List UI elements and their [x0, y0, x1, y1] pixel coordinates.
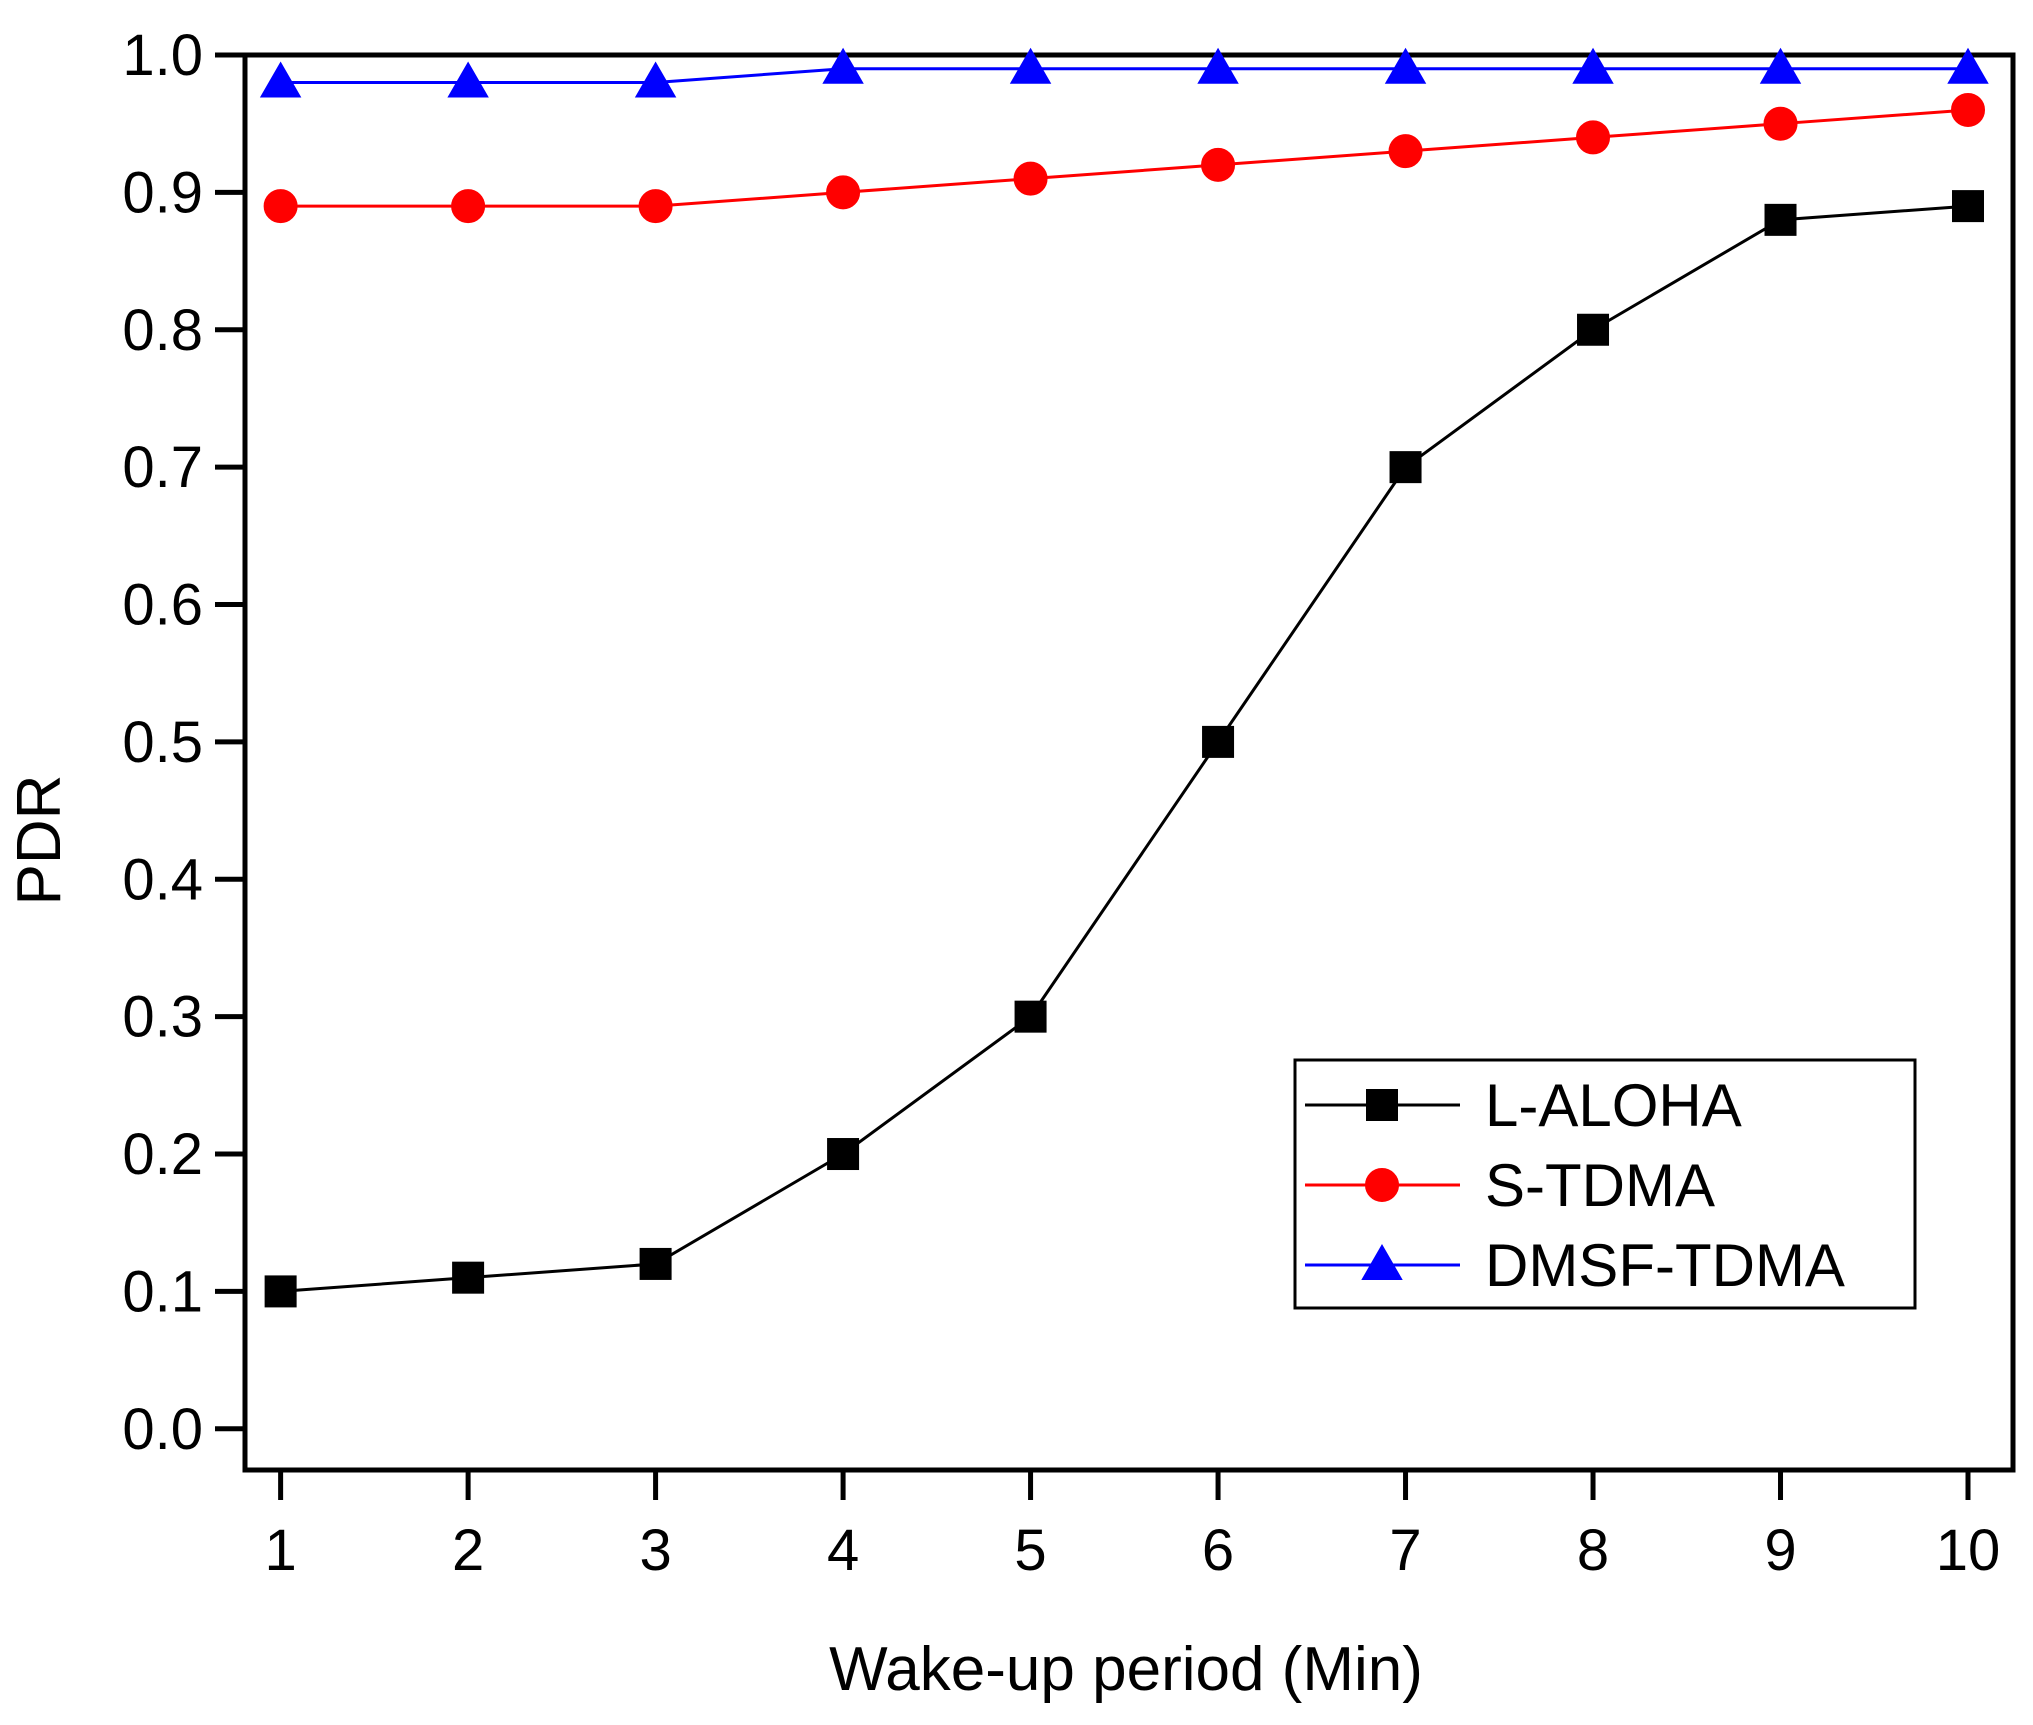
x-axis: 1 2 3 4 5 6 7 8 9 10: [264, 1470, 2000, 1583]
y-tick-label: 0.3: [122, 985, 203, 1050]
y-tick-label: 0.5: [122, 710, 203, 775]
data-point-dmsf-tdma: [1009, 47, 1052, 84]
y-tick-label: 0.4: [122, 847, 203, 912]
y-tick-label: 0.2: [122, 1122, 203, 1187]
y-tick-label: 0.1: [122, 1259, 203, 1324]
legend-marker-s-tdma: [1365, 1168, 1399, 1202]
data-point-l-aloha: [264, 1275, 297, 1308]
x-tick-label: 3: [639, 1518, 671, 1583]
data-point-dmsf-tdma: [1572, 47, 1614, 84]
data-point-dmsf-tdma: [1384, 47, 1427, 84]
series-line-s-tdma: [280, 108, 1969, 208]
legend-item-dmsf-tdma: DMSF-TDMA: [1305, 1232, 1845, 1299]
data-point-l-aloha: [1577, 313, 1610, 346]
data-point-dmsf-tdma: [447, 61, 489, 98]
series-l-aloha: [264, 190, 1985, 1308]
legend-item-s-tdma: S-TDMA: [1305, 1152, 1715, 1219]
legend: L-ALOHA S-TDMA DMSF-TDMA: [1293, 1058, 1917, 1310]
data-point-s-tdma: [1951, 92, 1986, 127]
data-point-s-tdma: [1201, 147, 1236, 182]
y-tick-label: 0.7: [122, 435, 203, 500]
x-tick-label: 6: [1202, 1518, 1234, 1583]
series-s-tdma: [263, 92, 1986, 224]
data-point-l-aloha: [639, 1247, 672, 1280]
data-point-l-aloha: [1202, 725, 1235, 758]
x-tick-label: 2: [452, 1518, 484, 1583]
y-tick-label: 1.0: [122, 23, 203, 88]
data-point-s-tdma: [1763, 106, 1798, 141]
x-tick-label: 10: [1936, 1518, 2001, 1583]
data-point-dmsf-tdma: [1759, 47, 1802, 84]
series-dmsf-tdma: [259, 47, 1989, 98]
data-point-dmsf-tdma: [1197, 47, 1239, 84]
data-point-l-aloha: [1952, 190, 1985, 223]
data-point-s-tdma: [1576, 120, 1611, 155]
data-point-l-aloha: [1389, 451, 1422, 484]
x-tick-label: 8: [1577, 1518, 1609, 1583]
y-tick-label: 0.6: [122, 573, 203, 638]
y-axis: 0.0 0.1 0.2 0.3 0.4 0.5 0.6 0.7 0.8 0.9 1.0: [122, 23, 245, 1462]
legend-item-l-aloha: L-ALOHA: [1305, 1072, 1742, 1139]
data-point-s-tdma: [1013, 161, 1048, 196]
data-point-s-tdma: [638, 189, 673, 224]
series-line-l-aloha: [280, 204, 1969, 1293]
data-point-dmsf-tdma: [634, 61, 677, 98]
y-tick-label: 0.0: [122, 1397, 203, 1462]
x-axis-title: Wake-up period (Min): [829, 1635, 1423, 1704]
legend-label: S-TDMA: [1485, 1152, 1715, 1219]
data-point-s-tdma: [263, 189, 298, 224]
legend-label: DMSF-TDMA: [1485, 1232, 1845, 1299]
x-tick-label: 5: [1014, 1518, 1046, 1583]
data-point-dmsf-tdma: [1947, 47, 1989, 84]
data-point-s-tdma: [1388, 134, 1423, 169]
data-point-l-aloha: [1014, 1000, 1047, 1033]
x-tick-label: 9: [1764, 1518, 1796, 1583]
x-tick-label: 7: [1389, 1518, 1421, 1583]
legend-marker-l-aloha: [1366, 1089, 1398, 1121]
legend-marker-dmsf-tdma: [1361, 1243, 1403, 1280]
series-line-dmsf-tdma: [280, 67, 1969, 84]
data-point-dmsf-tdma: [822, 47, 864, 84]
x-tick-label: 4: [827, 1518, 859, 1583]
y-tick-label: 0.9: [122, 160, 203, 225]
data-point-l-aloha: [452, 1261, 485, 1294]
series-layer: [259, 47, 1989, 1308]
data-point-l-aloha: [827, 1138, 860, 1171]
data-point-dmsf-tdma: [259, 61, 302, 98]
data-point-s-tdma: [451, 189, 486, 224]
y-axis-title: PDR: [5, 775, 74, 906]
plot-area: [242, 52, 2016, 1473]
data-point-s-tdma: [826, 175, 861, 210]
x-tick-label: 1: [264, 1518, 296, 1583]
y-tick-label: 0.8: [122, 298, 203, 363]
data-point-l-aloha: [1764, 203, 1797, 236]
legend-label: L-ALOHA: [1485, 1072, 1742, 1139]
